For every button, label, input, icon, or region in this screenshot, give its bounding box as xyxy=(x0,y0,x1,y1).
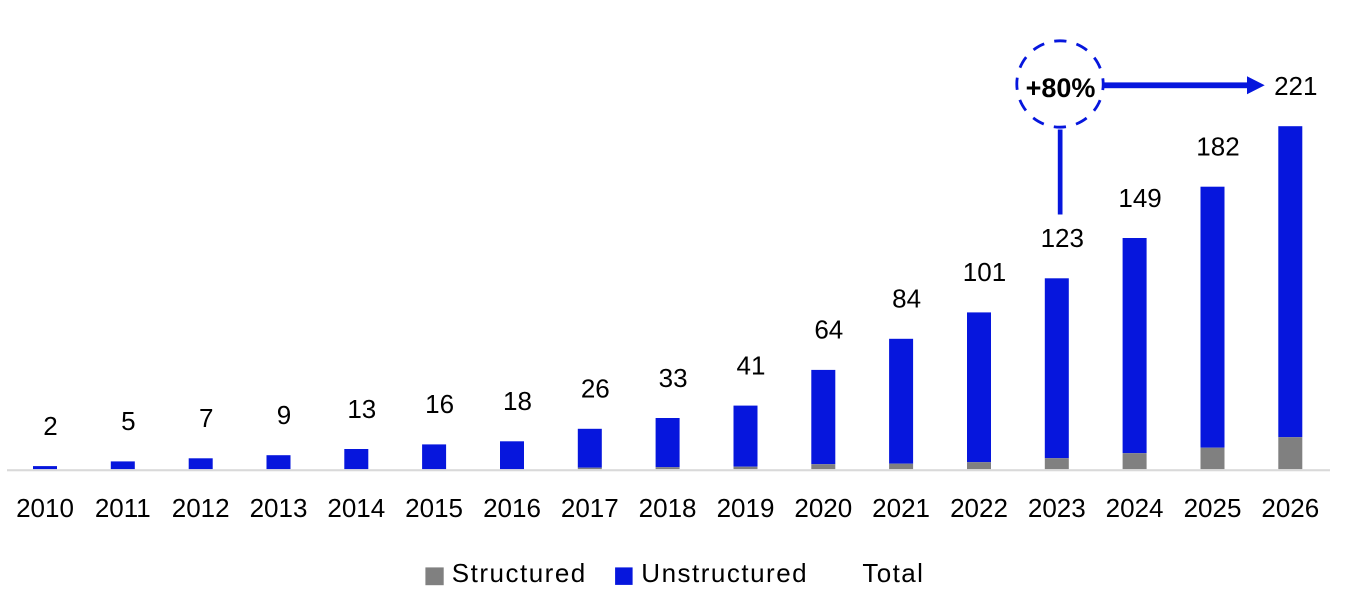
svg-text:182: 182 xyxy=(1196,132,1239,162)
svg-text:123: 123 xyxy=(1041,223,1084,253)
svg-text:2019: 2019 xyxy=(717,493,775,523)
svg-text:2023: 2023 xyxy=(1028,493,1086,523)
svg-text:33: 33 xyxy=(659,363,688,393)
svg-text:2020: 2020 xyxy=(794,493,852,523)
svg-text:2016: 2016 xyxy=(483,493,541,523)
svg-text:16: 16 xyxy=(425,389,454,419)
svg-text:Unstructured: Unstructured xyxy=(641,558,808,588)
svg-text:84: 84 xyxy=(892,284,921,314)
svg-text:Total: Total xyxy=(862,558,924,588)
svg-text:2025: 2025 xyxy=(1184,493,1242,523)
svg-text:2021: 2021 xyxy=(872,493,930,523)
svg-text:2014: 2014 xyxy=(327,493,385,523)
svg-text:2013: 2013 xyxy=(250,493,308,523)
svg-text:5: 5 xyxy=(121,406,135,436)
svg-text:13: 13 xyxy=(347,394,376,424)
svg-text:2012: 2012 xyxy=(172,493,230,523)
svg-text:2018: 2018 xyxy=(639,493,697,523)
svg-text:149: 149 xyxy=(1118,183,1161,213)
svg-text:101: 101 xyxy=(963,257,1006,287)
svg-text:2015: 2015 xyxy=(405,493,463,523)
svg-text:2011: 2011 xyxy=(95,493,151,523)
svg-text:221: 221 xyxy=(1274,71,1317,101)
svg-text:18: 18 xyxy=(503,386,532,416)
svg-text:2024: 2024 xyxy=(1106,493,1164,523)
svg-text:41: 41 xyxy=(737,350,766,380)
svg-text:2022: 2022 xyxy=(950,493,1008,523)
svg-text:7: 7 xyxy=(199,403,213,433)
svg-text:2026: 2026 xyxy=(1261,493,1319,523)
svg-text:2017: 2017 xyxy=(561,493,619,523)
svg-text:2: 2 xyxy=(43,411,57,441)
svg-text:Structured: Structured xyxy=(452,558,587,588)
svg-text:9: 9 xyxy=(277,400,291,430)
svg-text:26: 26 xyxy=(581,374,610,404)
svg-text:2010: 2010 xyxy=(16,493,74,523)
svg-text:64: 64 xyxy=(814,315,843,345)
svg-text:+80%: +80% xyxy=(1026,73,1096,103)
